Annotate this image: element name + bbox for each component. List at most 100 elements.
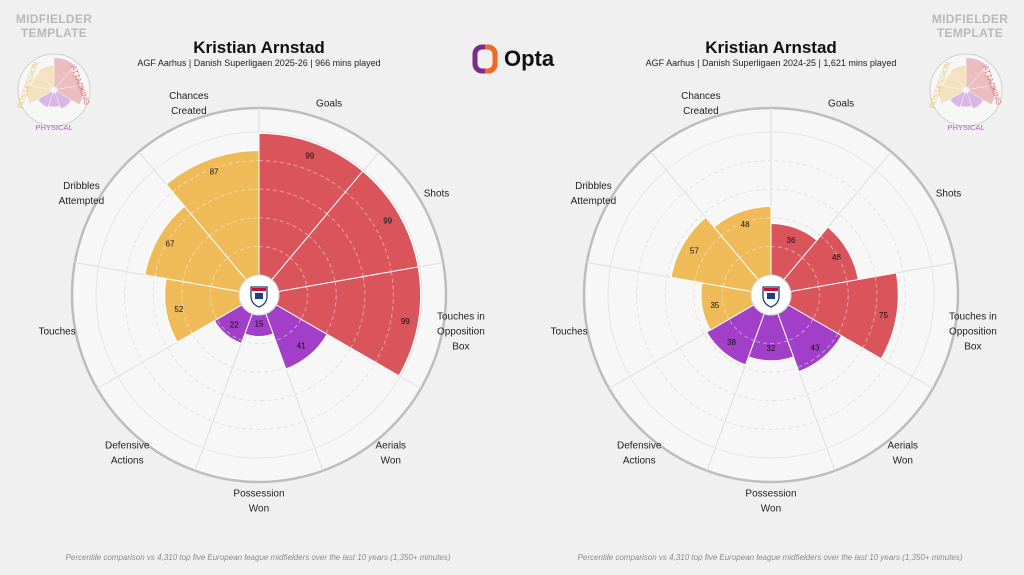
- bar-grid-arc: [694, 235, 722, 282]
- category-label-possession-won: Possession Won: [745, 489, 796, 515]
- polar-chart-left: 99 Goals 99 Shots 99 Touches in Opposition Box 4…: [38, 91, 484, 515]
- bar-grid-arc: [797, 333, 839, 369]
- template-title-line1: MIDFIELDER: [931, 12, 1009, 26]
- bar-grid-arc: [721, 217, 772, 237]
- category-label-shots: Shots: [936, 189, 962, 200]
- club-crest-icon: [750, 274, 792, 316]
- template-title-left: MIDFIELDER TEMPLATE: [14, 12, 94, 40]
- value-label-possession-won: 15: [255, 319, 264, 328]
- value-label-defensive-actions: 38: [727, 338, 736, 347]
- category-label-dribbles-attempted: Dribbles Attempted: [59, 181, 105, 207]
- bar-grid-arc: [300, 286, 309, 320]
- value-label-defensive-actions: 22: [230, 320, 239, 329]
- category-label-defensive-actions: Defensive Actions: [105, 441, 150, 467]
- bar-grid-arc: [350, 276, 366, 349]
- club-crest-icon: [238, 274, 280, 316]
- category-label-possession-won: Possession Won: [233, 489, 284, 515]
- bar-grid-arc: [190, 188, 260, 215]
- value-label-aerials-won: 41: [297, 341, 306, 350]
- category-label-shots: Shots: [424, 189, 450, 200]
- bar-grid-arc: [721, 286, 730, 320]
- category-label-touches-in-opposition-box: Touches in Opposition Box: [437, 312, 485, 353]
- value-label-shots: 48: [832, 253, 841, 262]
- value-label-goals: 36: [787, 236, 796, 245]
- bar-grid-arc: [754, 340, 788, 345]
- bar-grid-arc: [326, 213, 364, 277]
- footnote-right: Percentile comparison vs 4,310 top five …: [577, 553, 963, 562]
- value-label-possession-won: 32: [767, 344, 776, 353]
- category-label-aerials-won: Aerials Won: [375, 441, 406, 467]
- subtitle-right: AGF Aarhus | Danish Superligaen 2024-25 …: [645, 58, 897, 68]
- bar-grid-arc: [258, 160, 346, 193]
- category-label-goals: Goals: [316, 98, 342, 109]
- opta-logo-text: Opta: [504, 46, 555, 71]
- bar-grid-arc: [154, 213, 192, 277]
- max-ring: [607, 131, 935, 459]
- category-label-goals: Goals: [828, 98, 854, 109]
- template-title-line2: TEMPLATE: [20, 26, 88, 40]
- value-label-dribbles-attempted: 67: [166, 240, 175, 249]
- bar-grid-arc: [345, 191, 392, 272]
- bar-grid-arc: [258, 245, 291, 259]
- bar-grid-arc: [325, 281, 337, 334]
- bar-grid-arc: [275, 319, 302, 342]
- value-label-touches-in-opposition-box: 99: [401, 317, 410, 326]
- category-label-touches: Touches: [38, 327, 75, 338]
- bar-grid-arc: [728, 319, 755, 342]
- opta-logo: Opta: [472, 44, 554, 74]
- value-label-chances-created: 48: [741, 220, 750, 229]
- bar-grid-arc: [722, 257, 741, 287]
- template-label-physical: PHYSICAL: [947, 123, 984, 132]
- bar-grid-arc: [787, 319, 814, 342]
- category-label-touches: Touches: [550, 327, 587, 338]
- bar-grid-arc: [258, 217, 309, 237]
- bar-grid-arc: [216, 319, 243, 342]
- bar-grid-arc: [172, 160, 260, 193]
- value-label-chances-created: 87: [210, 168, 219, 177]
- bar-grid-arc: [770, 245, 803, 259]
- category-label-defensive-actions: Defensive Actions: [617, 441, 662, 467]
- max-ring: [95, 131, 423, 459]
- polar-chart-right: 36 Goals 48 Shots 75 Touches in Opposition Box 4…: [550, 91, 996, 515]
- player-name-right: Kristian Arnstad: [705, 38, 837, 57]
- category-label-chances-created: Chances Created: [169, 91, 208, 117]
- bar-grid-arc: [258, 188, 328, 215]
- bar-grid-arc: [209, 286, 218, 320]
- subtitle-left: AGF Aarhus | Danish Superligaen 2025-26 …: [137, 58, 381, 68]
- template-title-line2: TEMPLATE: [936, 26, 1004, 40]
- player-name-left: Kristian Arnstad: [193, 38, 325, 57]
- value-label-touches: 52: [174, 305, 183, 314]
- category-label-touches-in-opposition-box: Touches in Opposition Box: [949, 312, 997, 353]
- bar-grid-arc: [181, 281, 193, 334]
- value-label-touches-in-opposition-box: 75: [879, 311, 888, 320]
- bar-grid-arc: [308, 235, 336, 282]
- value-label-shots: 99: [383, 217, 392, 226]
- bar-grid-arc: [227, 245, 260, 259]
- category-label-aerials-won: Aerials Won: [887, 441, 918, 467]
- bar-grid-arc: [837, 281, 849, 334]
- bar-grid-arc: [374, 271, 394, 363]
- bar-grid-arc: [801, 257, 820, 287]
- category-label-chances-created: Chances Created: [681, 91, 720, 117]
- template-title-right: MIDFIELDER TEMPLATE: [930, 12, 1010, 40]
- grid-ring: [636, 160, 906, 430]
- bar-grid-arc: [862, 276, 878, 349]
- bar-grid-arc: [209, 217, 260, 237]
- value-label-goals: 99: [305, 151, 314, 160]
- template-title-line1: MIDFIELDER: [15, 12, 93, 26]
- bar-grid-arc: [820, 235, 848, 282]
- footnote-left: Percentile comparison vs 4,310 top five …: [65, 553, 451, 562]
- category-label-dribbles-attempted: Dribbles Attempted: [571, 181, 617, 207]
- value-label-aerials-won: 43: [811, 343, 820, 352]
- bar-grid-arc: [210, 257, 229, 287]
- bar-grid-arc: [289, 257, 308, 287]
- opta-logo-icon: [472, 44, 498, 74]
- template-label-physical: PHYSICAL: [35, 123, 72, 132]
- value-label-dribbles-attempted: 57: [690, 247, 699, 256]
- bar-grid-arc: [812, 286, 821, 320]
- bar-grid-arc: [739, 245, 772, 259]
- bar-grid-arc: [182, 235, 210, 282]
